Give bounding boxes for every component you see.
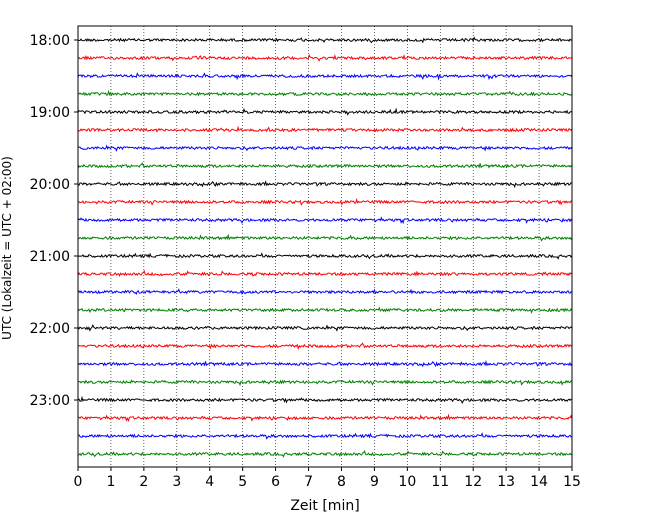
trace-1945 xyxy=(77,162,573,169)
trace-2000 xyxy=(77,180,573,189)
x-tick-label-10: 10 xyxy=(398,474,416,490)
trace-2300 xyxy=(77,395,573,404)
trace-1800 xyxy=(77,36,573,44)
trace-2245 xyxy=(77,379,573,387)
trace-2145 xyxy=(77,306,573,314)
trace-2015 xyxy=(77,197,573,206)
plot-frame xyxy=(77,25,573,468)
x-tick-label-9: 9 xyxy=(370,474,379,490)
x-tick-label-12: 12 xyxy=(464,474,482,490)
x-tick-label-6: 6 xyxy=(271,474,280,490)
trace-1845 xyxy=(77,89,573,97)
trace-1830 xyxy=(77,72,573,81)
x-tick-label-14: 14 xyxy=(530,474,548,490)
y-tick-label-19:00: 19:00 xyxy=(30,105,70,121)
trace-2345 xyxy=(77,449,573,458)
x-tick-label-13: 13 xyxy=(497,474,515,490)
trace-2100 xyxy=(77,252,573,260)
trace-2045 xyxy=(77,233,573,242)
traces xyxy=(77,36,573,458)
trace-2115 xyxy=(77,269,573,278)
y-tick-label-20:00: 20:00 xyxy=(30,177,70,193)
x-tick-label-5: 5 xyxy=(238,474,247,490)
plot-background xyxy=(78,26,572,467)
trace-1930 xyxy=(77,144,573,152)
x-tick-label-3: 3 xyxy=(172,474,181,490)
x-tick-label-0: 0 xyxy=(74,474,83,490)
y-tick-label-22:00: 22:00 xyxy=(30,321,70,337)
x-tick-label-2: 2 xyxy=(139,474,148,490)
y-tick-label-21:00: 21:00 xyxy=(30,249,70,265)
x-axis: 0 1 2 3 4 5 6 7 8 9 10 11 12 13 14 15 xyxy=(74,467,581,490)
x-tick-label-1: 1 xyxy=(106,474,115,490)
x-axis-label: Zeit [min] xyxy=(290,498,359,514)
y-axis: 18:00 19:00 20:00 21:00 22:00 23:00 xyxy=(30,33,78,409)
x-tick-label-11: 11 xyxy=(431,474,449,490)
trace-1815 xyxy=(77,53,573,62)
y-axis-label: UTC (Lokalzeit = UTC + 02:00) xyxy=(0,156,14,340)
x-tick-label-15: 15 xyxy=(563,474,581,490)
x-tick-label-4: 4 xyxy=(205,474,214,490)
x-tick-label-8: 8 xyxy=(337,474,346,490)
trace-2030 xyxy=(77,216,573,225)
trace-1900 xyxy=(77,107,573,116)
trace-2200 xyxy=(77,323,573,332)
y-tick-label-23:00: 23:00 xyxy=(30,393,70,409)
trace-2315 xyxy=(77,413,573,423)
trace-2130 xyxy=(77,288,573,296)
trace-1915 xyxy=(77,125,573,133)
trace-2215 xyxy=(77,342,573,351)
trace-2230 xyxy=(77,359,573,368)
y-tick-label-18:00: 18:00 xyxy=(30,33,70,49)
trace-2330 xyxy=(77,432,573,440)
x-tick-label-7: 7 xyxy=(304,474,313,490)
